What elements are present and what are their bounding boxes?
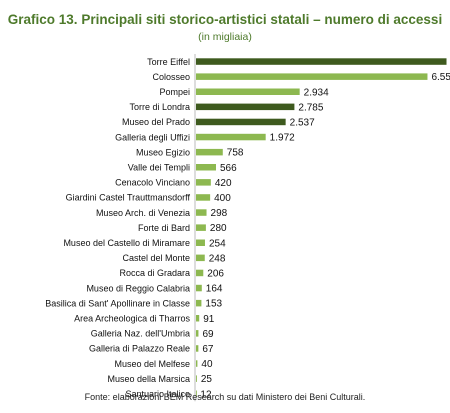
category-label: Santuario Italico [125, 389, 190, 399]
value-label: 566 [220, 163, 237, 174]
chart-title: Grafico 13. Principali siti storico-arti… [7, 12, 443, 27]
value-label: 2.934 [304, 87, 329, 98]
bars [196, 58, 447, 397]
value-label: 1.972 [270, 133, 295, 144]
category-label: Rocca di Gradara [119, 268, 190, 278]
bar [196, 194, 211, 201]
bar [196, 148, 223, 156]
value-label: 400 [214, 193, 231, 204]
bar [196, 269, 204, 277]
value-label: 153 [205, 299, 222, 310]
category-label: Museo della Marsica [107, 374, 190, 384]
value-label: 40 [201, 359, 213, 370]
bar [196, 164, 216, 171]
value-label: 6.551 [431, 72, 450, 83]
category-label: Area Archeologica di Tharros [74, 313, 190, 323]
category-label: Museo Arch. di Venezia [96, 208, 190, 218]
bar [196, 88, 300, 95]
category-label: Galleria Naz. dell'Umbria [91, 329, 190, 339]
bar [196, 179, 211, 186]
bar [196, 390, 197, 397]
chart-subtitle: (in migliaia) [198, 31, 252, 43]
value-label: 25 [201, 374, 213, 385]
category-label: Torre di Londra [129, 102, 190, 112]
category-label: Museo Egizio [136, 147, 190, 157]
value-label: 12 [200, 389, 212, 400]
bar [196, 103, 295, 111]
bar [196, 239, 205, 246]
value-labels: 7.0906.5512.9342.7852.5371.9727585664204… [200, 72, 450, 400]
category-label: Galleria degli Uffizi [115, 132, 190, 142]
bar [196, 315, 200, 322]
bar [196, 224, 206, 231]
value-label: 69 [202, 329, 214, 340]
value-label: 2.537 [290, 117, 315, 128]
category-label: Valle dei Templi [128, 162, 190, 172]
value-label: 164 [206, 284, 223, 295]
category-label: Museo del Prado [122, 117, 190, 127]
category-label: Colosseo [152, 72, 190, 82]
category-label: Pompei [159, 87, 190, 97]
value-label: 420 [215, 178, 232, 189]
bar [196, 209, 207, 216]
category-label: Forte di Bard [138, 223, 190, 233]
bar [196, 299, 202, 307]
category-label: Giardini Castel Trauttmansdorff [66, 193, 191, 203]
value-label: 248 [209, 253, 226, 264]
category-label: Museo del Melfese [114, 359, 190, 369]
value-label: 67 [202, 344, 214, 355]
bar [196, 58, 447, 65]
category-label: Basilica di Sant' Apollinare in Classe [45, 298, 190, 308]
category-label: Cenacolo Vinciano [115, 178, 190, 188]
bar [196, 284, 202, 292]
chart-source: Fonte: elaborazioni BEM Research su dati… [84, 392, 366, 402]
value-label: 91 [203, 314, 215, 325]
bar [196, 375, 197, 382]
category-label: Museo di Reggio Calabria [86, 283, 190, 293]
value-label: 254 [209, 238, 226, 249]
bar [196, 254, 205, 262]
category-labels: Torre Eiffel Colosseo Pompei Torre di Londr… [45, 57, 190, 399]
bar [196, 118, 286, 126]
category-label: Torre Eiffel [147, 57, 190, 67]
value-label: 758 [227, 148, 244, 159]
value-label: 206 [207, 268, 224, 279]
value-label: 280 [210, 223, 227, 234]
bar [196, 360, 198, 367]
category-label: Castel del Monte [122, 253, 190, 263]
bar [196, 330, 199, 337]
value-label: 298 [211, 208, 228, 219]
bar [196, 73, 428, 80]
value-label: 2.785 [298, 102, 323, 113]
bar [196, 133, 266, 141]
category-label: Museo del Castello di Miramare [63, 238, 190, 248]
bar [196, 345, 199, 352]
category-label: Galleria di Palazzo Reale [89, 344, 190, 354]
